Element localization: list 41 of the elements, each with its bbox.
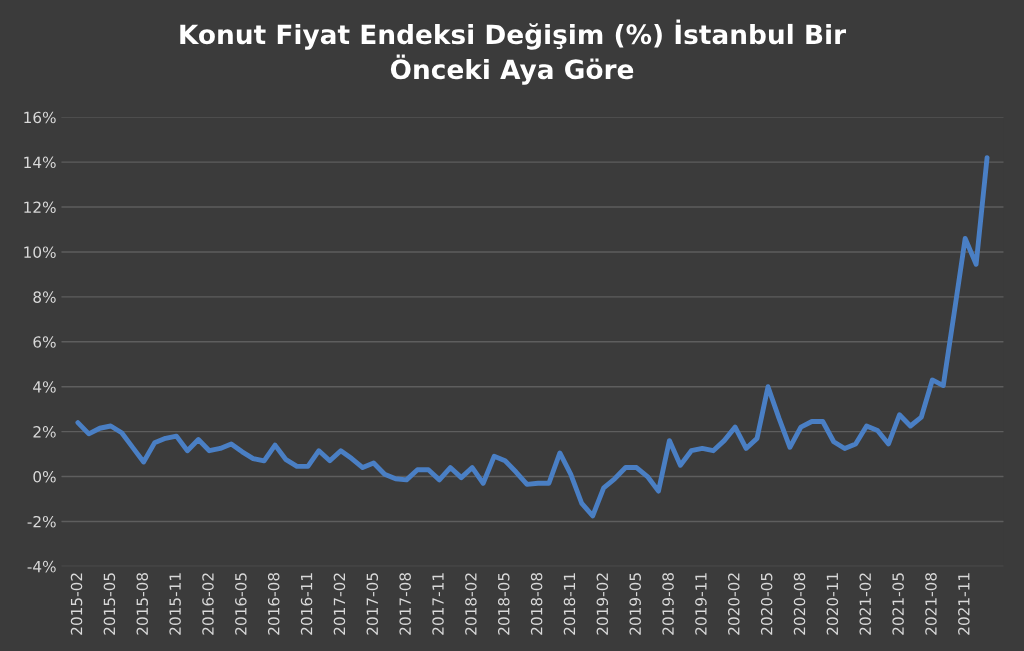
- x-tick-label: 2021-05: [892, 573, 904, 635]
- y-tick-label: 4%: [33, 381, 56, 393]
- y-tick-label: 2%: [33, 426, 56, 438]
- y-tick-label: 14%: [24, 156, 56, 169]
- x-tick-label: 2017-05: [366, 573, 379, 635]
- x-tick-label: 2016-08: [267, 572, 280, 635]
- x-tick-label: 2020-08: [793, 572, 806, 635]
- y-tick-label: 12%: [24, 201, 56, 214]
- x-tick-label: 2017-11: [432, 573, 444, 635]
- x-tick-label: 2017-08: [399, 572, 411, 635]
- x-tick-label: 2015-05: [103, 573, 116, 635]
- y-tick-label: 16%: [24, 111, 56, 124]
- x-tick-label: 2021-11: [958, 573, 970, 635]
- y-tick-label: -2%: [27, 515, 56, 528]
- x-tick-label: 2021-08: [925, 572, 937, 635]
- y-tick-label: 6%: [33, 336, 56, 348]
- x-tick-label: 2015-11: [169, 573, 181, 635]
- x-tick-label: 2020-11: [826, 573, 839, 635]
- x-tick-label: 2021-02: [859, 573, 872, 635]
- x-tick-label: 2017-02: [333, 573, 346, 635]
- x-tick-label: 2019-08: [662, 572, 674, 635]
- chart-title: Konut Fiyat Endeksi Değişim (%) İstanbul Bir Önceki Aya Göre: [180, 19, 847, 85]
- x-tick-label: 2018-02: [465, 573, 477, 635]
- line-series: [75, 155, 990, 519]
- x-tick-label: 2020-02: [728, 573, 740, 635]
- x-tick-label: 2019-11: [695, 573, 707, 635]
- x-tick-label: 2019-05: [629, 573, 641, 635]
- x-tick-label: 2020-05: [760, 573, 773, 635]
- x-tick-label: 2015-08: [136, 572, 149, 635]
- x-tick-label: 2019-02: [596, 573, 609, 635]
- y-tick-label: -4%: [27, 560, 56, 573]
- x-tick-label: 2016-11: [300, 573, 313, 635]
- y-tick-label: 8%: [33, 291, 56, 303]
- x-tick-label: 2016-05: [235, 573, 247, 635]
- x-tick-label: 2018-11: [563, 573, 576, 635]
- y-tick-label: 10%: [24, 246, 56, 258]
- x-tick-label: 2015-02: [70, 573, 83, 635]
- x-tick-label: 2018-05: [497, 573, 510, 635]
- x-tick-label: 2016-02: [202, 573, 214, 635]
- y-tick-label: 0%: [33, 471, 56, 483]
- x-tick-label: 2018-08: [530, 572, 543, 635]
